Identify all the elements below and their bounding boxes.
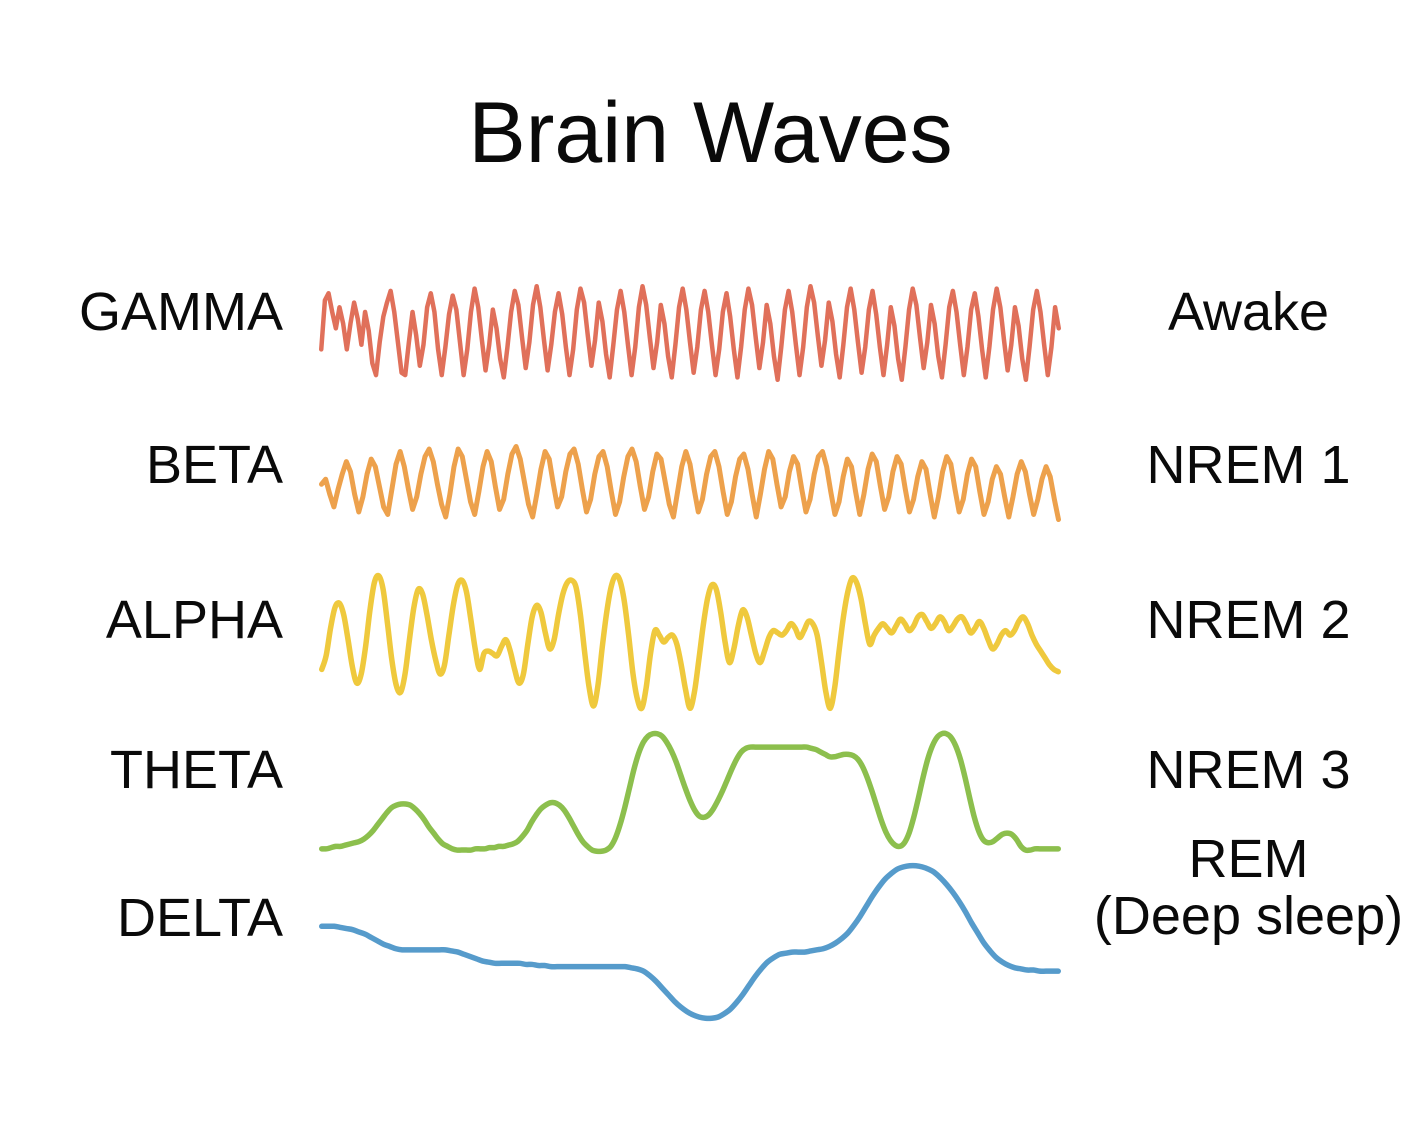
band-label-theta: THETA — [110, 740, 283, 800]
waveform-theta — [319, 730, 1061, 855]
waveform-alpha — [319, 572, 1061, 712]
stage-label-main: NREM 2 — [1146, 589, 1351, 650]
stage-label-3: NREM 3 — [1076, 739, 1421, 800]
stage-label-2: NREM 2 — [1076, 589, 1421, 650]
stage-label-main: Awake — [1167, 281, 1330, 342]
wave-line — [319, 284, 1061, 382]
wave-line — [319, 862, 1061, 1022]
stage-label-1: NREM 1 — [1076, 434, 1421, 495]
band-label-beta: BETA — [145, 435, 283, 495]
stage-label-4: REM (Deep sleep) — [1076, 829, 1421, 947]
stage-label-0: Awake — [1076, 281, 1421, 342]
stage-label-main: REM — [1188, 829, 1309, 889]
stage-label-main: NREM 3 — [1146, 739, 1351, 800]
waveform-beta — [319, 444, 1061, 522]
band-label-gamma: GAMMA — [78, 282, 283, 342]
waveform-delta — [319, 862, 1061, 1022]
waveform-gamma — [319, 284, 1061, 382]
wave-line — [319, 572, 1061, 712]
stage-label-main: NREM 1 — [1146, 434, 1351, 495]
wave-line — [319, 444, 1061, 522]
band-label-delta: DELTA — [116, 888, 283, 948]
wave-line — [319, 730, 1061, 855]
band-label-alpha: ALPHA — [105, 590, 283, 650]
page-title: Brain Waves — [468, 85, 953, 181]
stage-label-sub: (Deep sleep) — [1093, 886, 1404, 947]
